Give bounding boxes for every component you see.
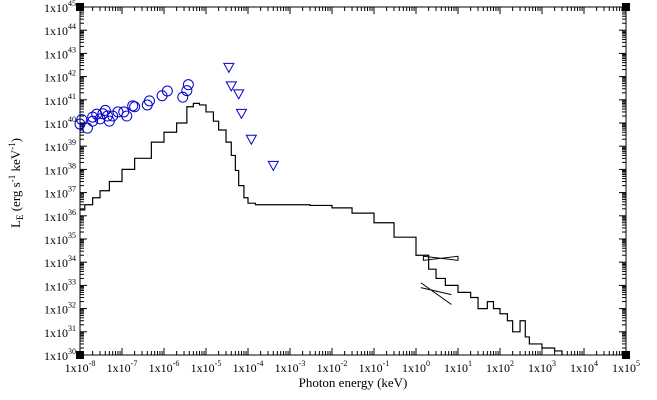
x-tick-label: 1x10-6: [149, 359, 180, 375]
plot-frame: [79, 6, 627, 356]
x-tick-label: 1x10-5: [191, 359, 222, 375]
x-tick-label: 1x102: [486, 359, 514, 375]
x-tick-label: 1x105: [612, 359, 640, 375]
y-axis-title: LE (erg s-1 keV-1): [7, 138, 25, 228]
y-tick-label: 1x1044: [44, 22, 76, 38]
upper-limit-triangle: [223, 62, 235, 74]
x-tick-label: 1x104: [570, 359, 598, 375]
data-point-circle: [143, 95, 155, 107]
data-point-circle: [121, 110, 133, 122]
upper-limit-triangle: [267, 160, 280, 172]
x-tick-label: 1x10-7: [107, 359, 138, 375]
x-tick-label: 1x100: [402, 359, 430, 375]
y-tick-label: 1x1031: [44, 324, 76, 340]
x-axis-title: Photon energy (keV): [299, 375, 408, 390]
data-point-circle: [181, 85, 193, 97]
data-point-circle: [127, 100, 139, 112]
x-tick-label: 1x10-3: [275, 359, 306, 375]
y-tick-label: 1x1038: [44, 161, 76, 177]
data-point-circle: [101, 110, 113, 122]
y-tick-label: 1x1030: [44, 347, 76, 363]
plot-marks: [74, 62, 563, 355]
y-tick-label: 1x1041: [44, 92, 76, 108]
y-tick-label: 1x1034: [44, 254, 76, 270]
x-tick-label: 1x10-1: [359, 359, 390, 375]
upper-limit-triangle: [245, 134, 258, 146]
bowtie-spectrum: [422, 255, 459, 261]
y-tick-label: 1x1033: [44, 277, 76, 293]
y-tick-label: 1x1043: [44, 45, 76, 61]
y-tick-label: 1x1036: [44, 208, 76, 224]
x-tick-label: 1x10-2: [317, 359, 348, 375]
powerlaw-bowtie: [420, 282, 452, 305]
y-tick-label: 1x1035: [44, 231, 76, 247]
y-tick-label: 1x1032: [44, 301, 76, 317]
x-tick-label: 1x101: [444, 359, 472, 375]
data-point-circle: [177, 91, 189, 103]
data-point-circle: [129, 101, 141, 113]
x-tick-label: 1x10-4: [233, 359, 264, 375]
y-tick-label: 1x1040: [44, 115, 76, 131]
data-point-circle: [112, 106, 124, 118]
data-point-circle: [161, 85, 173, 97]
x-tick-label: 1x103: [528, 359, 556, 375]
x-tick-label: 1x10-8: [65, 359, 96, 375]
sed-step-line: [80, 102, 563, 355]
y-tick-label: 1x1039: [44, 138, 76, 154]
upper-limit-triangle: [235, 108, 248, 120]
x-axis-ticks: 1x10-8 1x10-7 1x10-6 1x10-5 1x10-4 1x10-3 1x10…: [65, 7, 640, 375]
y-axis-ticks: 1x1030 1x1031 1x1032 1x1033 1x1034 1x1035 1x10…: [44, 0, 626, 363]
data-point-circle: [182, 79, 194, 91]
data-point-circle: [81, 122, 93, 134]
data-point-circle: [99, 104, 111, 116]
y-tick-label: 1x1045: [44, 0, 76, 15]
y-tick-label: 1x1042: [44, 69, 76, 85]
upper-limit-triangle: [225, 81, 238, 92]
y-tick-label: 1x1037: [44, 185, 76, 201]
data-point-circle: [76, 114, 88, 126]
upper-limit-triangle: [232, 89, 245, 100]
